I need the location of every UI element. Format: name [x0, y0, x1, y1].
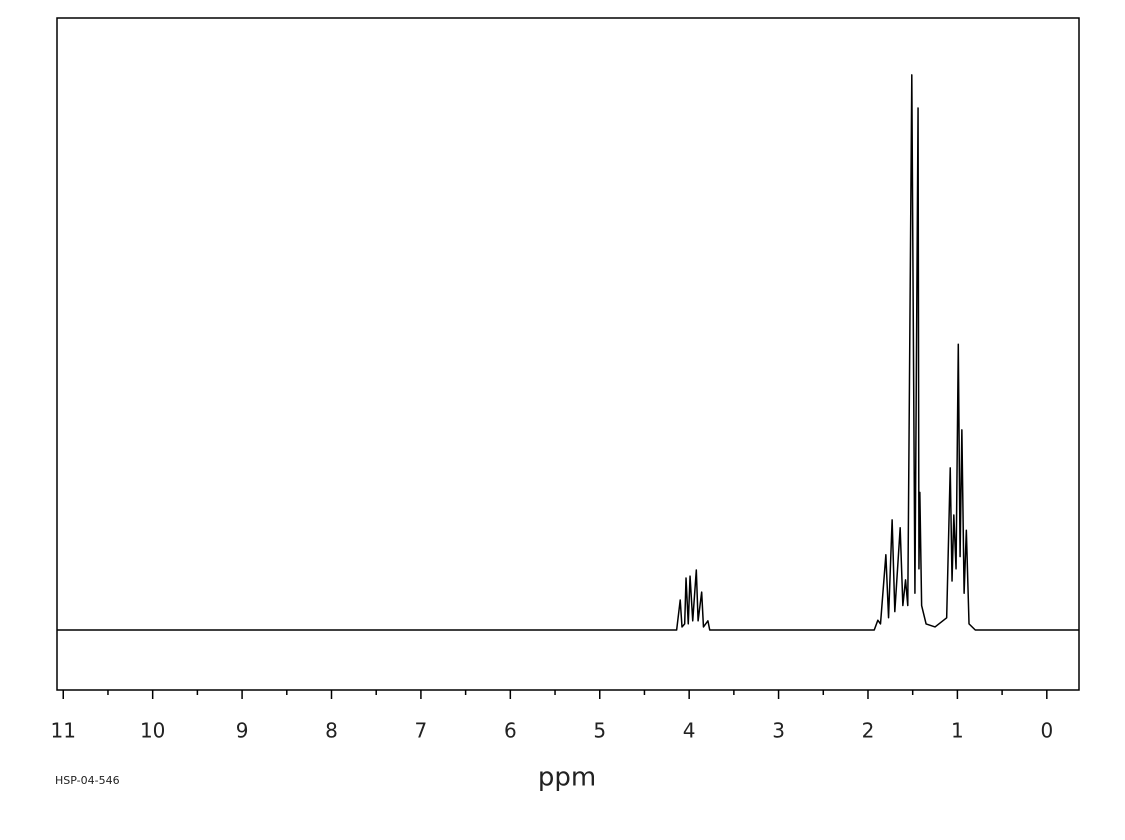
- x-tick-label: 2: [862, 719, 875, 743]
- x-tick-label: 3: [772, 719, 785, 743]
- x-tick-label: 5: [593, 719, 606, 743]
- x-tick-label: 8: [325, 719, 338, 743]
- x-tick-label: 10: [140, 719, 165, 743]
- x-axis-label: ppm: [538, 763, 596, 793]
- plot-frame: [56, 17, 1080, 691]
- x-tick-label: 11: [51, 719, 76, 743]
- x-tick-label: 6: [504, 719, 517, 743]
- x-tick-label: 9: [236, 719, 249, 743]
- x-tick-label: 0: [1040, 719, 1053, 743]
- annotation: HSP-04-546: [55, 774, 120, 787]
- x-tick-label: 1: [951, 719, 964, 743]
- spectrum-line: [57, 74, 1079, 631]
- x-tick-label: 7: [415, 719, 428, 743]
- x-tick-label: 4: [683, 719, 696, 743]
